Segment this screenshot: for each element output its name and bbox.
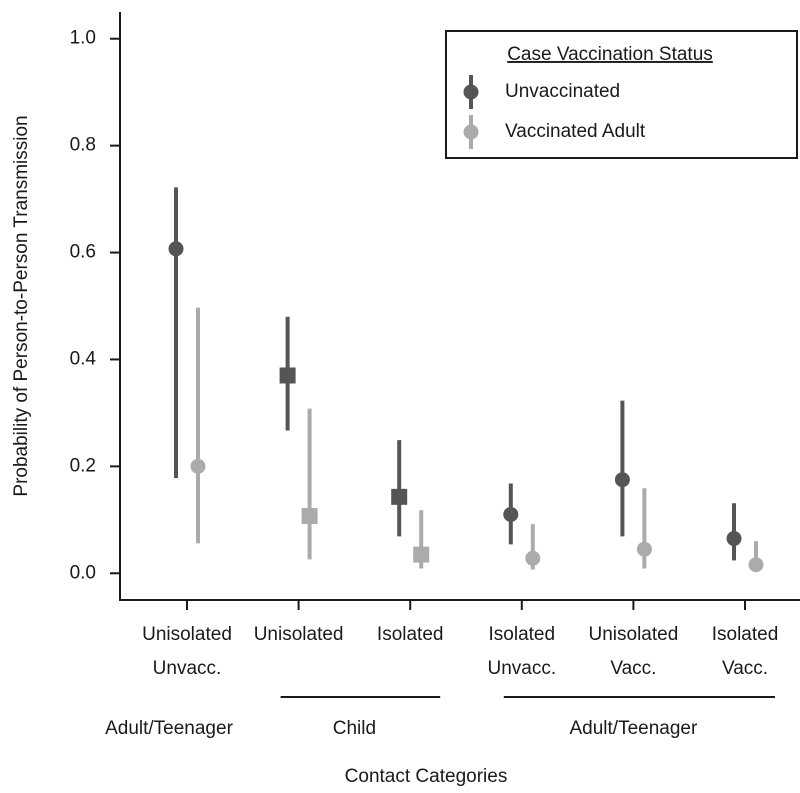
y-tick-label: 1.0 — [70, 28, 96, 49]
point — [636, 541, 652, 557]
y-tick-label: 0.0 — [70, 562, 96, 583]
x-tick-label: Unisolated — [142, 624, 232, 645]
x-axis-title: Contact Categories — [345, 766, 508, 787]
point — [301, 508, 318, 525]
point — [503, 506, 519, 522]
y-tick-label: 0.2 — [70, 455, 96, 476]
group-label: Adult/Teenager — [569, 718, 697, 739]
y-tick-label: 0.4 — [70, 348, 97, 369]
x-tick-label: Unvacc. — [487, 658, 556, 679]
point — [726, 531, 742, 547]
point — [614, 472, 630, 488]
point — [279, 367, 296, 384]
x-tick-label: Unisolated — [589, 624, 679, 645]
point — [413, 546, 430, 563]
legend-title: Case Vaccination Status — [507, 44, 713, 65]
group-label: Child — [333, 718, 376, 739]
x-tick-label: Unisolated — [254, 624, 344, 645]
point — [168, 241, 184, 257]
legend-marker — [463, 84, 479, 100]
legend-box — [445, 30, 798, 159]
x-tick-label: Unvacc. — [153, 658, 222, 679]
y-tick-label: 0.8 — [70, 135, 96, 156]
x-tick-label: Vacc. — [610, 658, 656, 679]
y-axis-title: Probability of Person-to-Person Transmis… — [11, 115, 32, 496]
legend-label: Vaccinated Adult — [505, 121, 646, 142]
y-tick-label: 0.6 — [70, 242, 96, 263]
group-label: Adult/Teenager — [105, 718, 233, 739]
x-tick-label: Vacc. — [722, 658, 768, 679]
legend-label: Unvaccinated — [505, 81, 620, 102]
point — [190, 458, 206, 474]
x-tick-label: Isolated — [377, 624, 444, 645]
point — [525, 550, 541, 566]
point — [391, 488, 408, 505]
legend-marker — [463, 124, 479, 140]
x-tick-label: Isolated — [712, 624, 779, 645]
x-tick-label: Isolated — [489, 624, 556, 645]
point — [748, 557, 764, 573]
